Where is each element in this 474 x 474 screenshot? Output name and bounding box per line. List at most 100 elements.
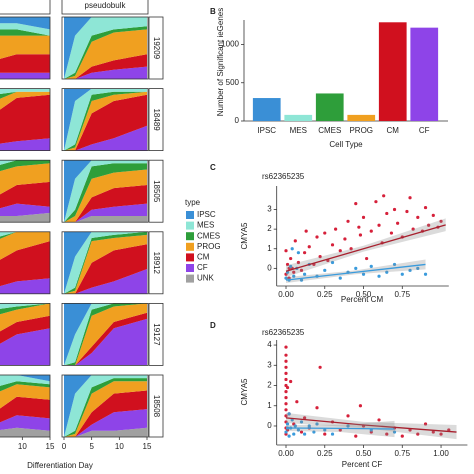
point — [292, 274, 296, 278]
row-strip — [148, 88, 164, 151]
legend-swatch — [186, 211, 194, 219]
x-tick-label: 0.50 — [356, 449, 372, 458]
point — [284, 389, 288, 394]
point — [338, 249, 342, 253]
y-axis-label: Number of Significant ieGenes — [216, 8, 225, 117]
legend-label: PROG — [197, 242, 221, 251]
area — [0, 328, 50, 366]
point — [315, 422, 319, 426]
bar — [252, 98, 281, 121]
point — [361, 272, 366, 276]
point — [346, 424, 350, 428]
point — [296, 251, 301, 255]
y-tick-label: 1000 — [221, 40, 239, 49]
panel-border — [61, 231, 149, 295]
area — [64, 185, 147, 223]
point — [296, 428, 301, 432]
x-tick-label: 0 — [62, 442, 67, 451]
row-strip-label: 19209 — [152, 37, 161, 60]
x-tick-label: PROG — [349, 126, 373, 135]
point — [284, 430, 288, 434]
area — [0, 303, 50, 315]
point — [315, 235, 319, 239]
point — [284, 396, 288, 400]
area — [0, 163, 50, 195]
panel-border — [0, 88, 51, 151]
area — [0, 241, 50, 287]
area — [64, 54, 147, 79]
y-tick-label: 0 — [267, 263, 272, 272]
point — [354, 202, 358, 206]
area — [0, 212, 50, 223]
point — [431, 213, 435, 218]
point — [284, 249, 288, 253]
point — [385, 211, 389, 216]
area — [0, 303, 50, 332]
point — [389, 231, 394, 235]
x-tick-label: CM — [387, 126, 400, 135]
area — [64, 231, 147, 294]
panel-label: B — [210, 7, 216, 16]
area — [0, 231, 50, 237]
point — [303, 416, 307, 420]
legend-label: MES — [197, 221, 214, 230]
point — [416, 215, 420, 219]
point — [285, 385, 290, 390]
point — [312, 430, 316, 434]
x-tick-label: 0.00 — [278, 290, 294, 299]
x-tick-label: 0.75 — [394, 449, 410, 458]
row-strip-label: 18912 — [152, 252, 161, 275]
legend-swatch — [186, 264, 194, 272]
point — [315, 406, 319, 410]
x-tick-label: 1.00 — [433, 449, 449, 458]
area — [0, 72, 50, 79]
row-strip — [148, 302, 164, 366]
point — [423, 422, 428, 426]
area — [64, 381, 147, 437]
legend-title: type — [185, 198, 201, 207]
legend-swatch — [186, 274, 194, 283]
point — [299, 430, 304, 434]
panel-label: D — [210, 321, 216, 330]
area — [64, 160, 147, 223]
panel-border — [61, 88, 149, 151]
area — [0, 138, 50, 151]
point — [392, 207, 397, 212]
area — [0, 91, 50, 110]
point — [431, 430, 435, 434]
area — [64, 94, 147, 151]
area — [64, 231, 147, 294]
x-tick-label: 5 — [89, 442, 94, 451]
point — [346, 414, 350, 418]
point — [295, 400, 299, 404]
fit-line — [285, 263, 426, 281]
area — [0, 375, 50, 386]
point — [330, 260, 335, 265]
point — [284, 414, 288, 418]
bar — [315, 93, 344, 121]
point — [374, 200, 378, 204]
point — [405, 209, 409, 214]
point — [299, 420, 304, 424]
x-axis-label: Differentiation Day — [27, 461, 93, 470]
x-tick-label: 0.25 — [317, 449, 333, 458]
x-tick-label: 0.25 — [317, 290, 333, 299]
y-tick-label: 1 — [267, 244, 272, 253]
area — [64, 303, 147, 366]
y-tick-label: 2 — [267, 224, 272, 233]
point — [284, 345, 288, 349]
y-tick-label: 0 — [235, 116, 240, 125]
area — [64, 409, 147, 437]
point — [284, 359, 288, 363]
panel-label: C — [210, 163, 216, 172]
panel-border — [0, 16, 51, 80]
point — [361, 215, 366, 219]
area — [0, 203, 50, 216]
panel-border — [61, 302, 149, 366]
point — [289, 264, 293, 268]
area — [0, 88, 50, 95]
area — [0, 231, 50, 239]
area — [0, 23, 50, 36]
point — [354, 434, 358, 438]
area — [64, 216, 147, 223]
